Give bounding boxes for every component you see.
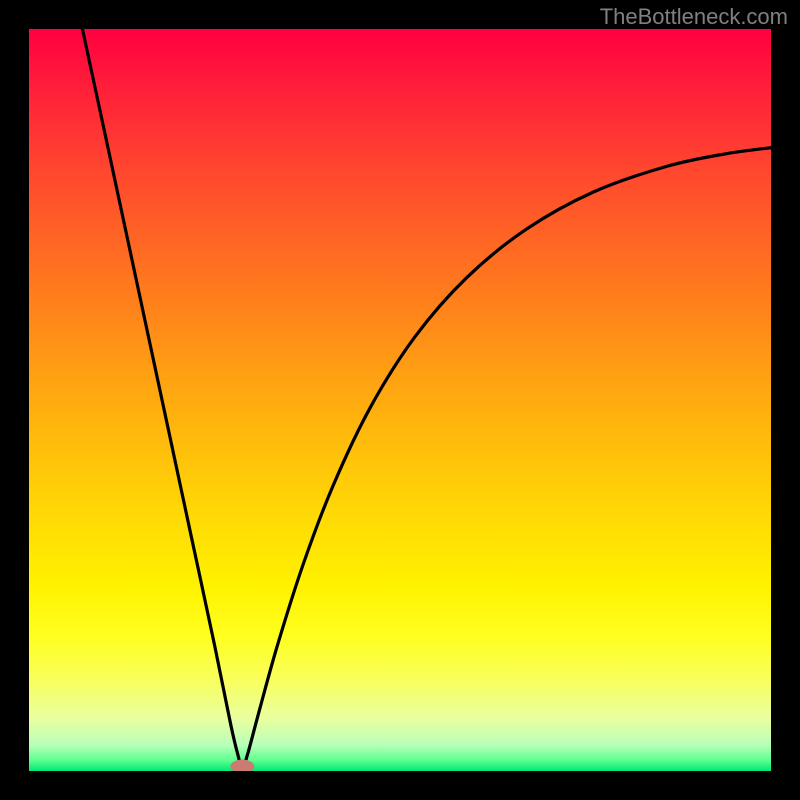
bottleneck-chart	[29, 29, 771, 771]
chart-background	[29, 29, 771, 771]
chart-frame: TheBottleneck.com	[0, 0, 800, 800]
watermark-label: TheBottleneck.com	[600, 4, 788, 30]
